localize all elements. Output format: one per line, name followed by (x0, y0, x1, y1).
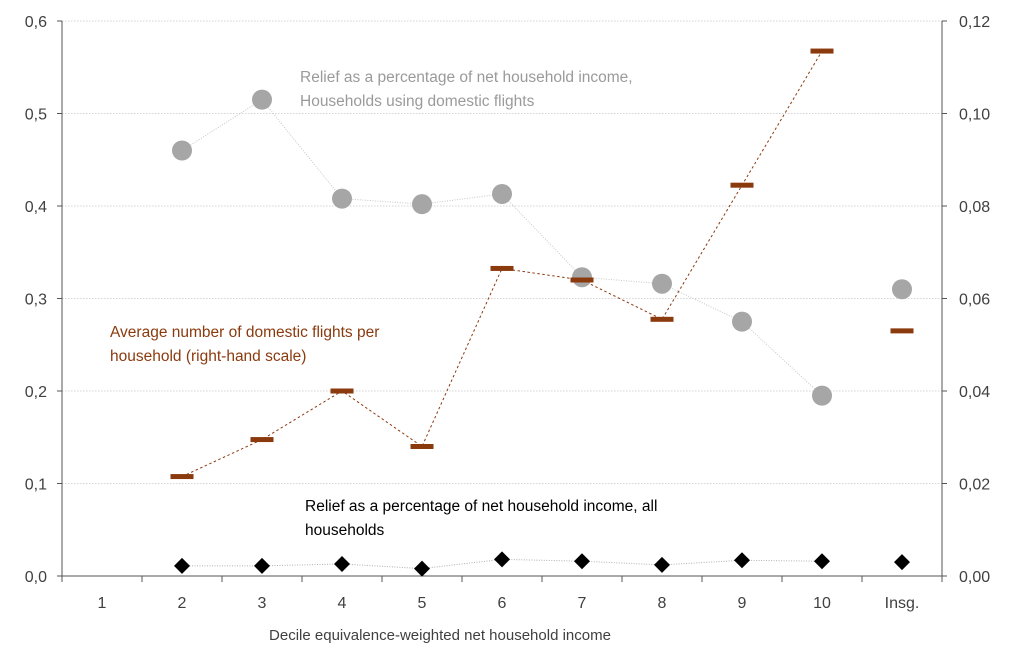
point-avg_domestic_flights (250, 437, 274, 443)
series-lines (181, 50, 823, 570)
x-tick-label: 9 (738, 595, 747, 612)
grid-lines (62, 20, 942, 484)
point-avg_domestic_flights (490, 265, 514, 271)
x-tick-label: 2 (178, 595, 187, 612)
x-tick-label: 4 (338, 595, 347, 612)
point-avg_domestic_flights (330, 388, 354, 394)
x-tick-label: 3 (258, 595, 267, 612)
point-relief_flight_households (732, 311, 752, 332)
point-avg_domestic_flights (570, 277, 594, 283)
x-axis-label: Decile equivalence-weighted net househol… (269, 627, 611, 644)
point-relief_flight_households (412, 194, 432, 215)
x-tick-label: 8 (658, 595, 667, 612)
x-tick-label: 10 (813, 595, 831, 612)
right-tick-label: 0,06 (959, 292, 990, 309)
x-tick-label: 1 (98, 595, 107, 612)
series-line-avg_domestic_flights (181, 50, 823, 478)
x-tick-label: 7 (578, 595, 587, 612)
point-relief_all_households (254, 557, 270, 574)
point-relief_all_households (414, 560, 430, 577)
point-relief_flight_households (172, 140, 192, 161)
point-avg_domestic_flights (170, 474, 194, 480)
annotation-avg-domestic-flights: Average number of domestic flights per h… (110, 324, 384, 365)
point-relief_all_households (494, 551, 510, 568)
series-markers (170, 48, 914, 577)
left-tick-label: 0,1 (25, 477, 47, 494)
left-tick-label: 0,6 (25, 14, 47, 31)
tick-labels: 0,0 0,00 0,1 0,02 0,2 0,04 0,3 0,06 0,4 0,08 0,5 0,… (25, 14, 990, 612)
left-tick-label: 0,3 (25, 292, 47, 309)
point-relief_flight_households (492, 183, 512, 204)
point-relief_all_households (894, 554, 910, 571)
point-relief_flight_households (252, 89, 272, 110)
point-relief_all_households (574, 553, 590, 570)
point-relief_flight_households (812, 385, 832, 406)
point-relief_all_households (814, 553, 830, 570)
point-avg_domestic_flights (730, 182, 754, 188)
point-avg_domestic_flights (890, 328, 914, 334)
right-tick-label: 0,04 (959, 384, 990, 401)
annotation-relief-all-households: Relief as a percentage of net household … (305, 498, 662, 539)
point-relief_flight_households (572, 267, 592, 288)
right-tick-label: 0,00 (959, 569, 990, 586)
axes (57, 20, 947, 582)
left-tick-label: 0,5 (25, 107, 47, 124)
point-avg_domestic_flights (410, 444, 434, 449)
point-avg_domestic_flights (810, 48, 834, 54)
point-avg_domestic_flights (650, 316, 674, 322)
point-relief_all_households (734, 552, 750, 569)
right-tick-label: 0,10 (959, 107, 990, 124)
right-tick-label: 0,02 (959, 477, 990, 494)
x-tick-label: 5 (418, 595, 427, 612)
point-relief_flight_households (332, 188, 352, 209)
left-tick-label: 0,2 (25, 384, 47, 401)
left-tick-label: 0,4 (25, 199, 47, 216)
point-relief_all_households (174, 557, 190, 574)
point-relief_flight_households (652, 273, 672, 294)
point-relief_all_households (334, 555, 350, 572)
annotation-relief-flight-households: Relief as a percentage of net household … (300, 69, 637, 110)
left-tick-label: 0,0 (25, 569, 47, 586)
right-tick-label: 0,12 (959, 14, 990, 31)
right-tick-label: 0,08 (959, 199, 990, 216)
x-tick-label: Insg. (885, 595, 920, 612)
x-tick-label: 6 (498, 595, 507, 612)
point-relief_flight_households (892, 279, 912, 300)
point-relief_all_households (654, 556, 670, 573)
